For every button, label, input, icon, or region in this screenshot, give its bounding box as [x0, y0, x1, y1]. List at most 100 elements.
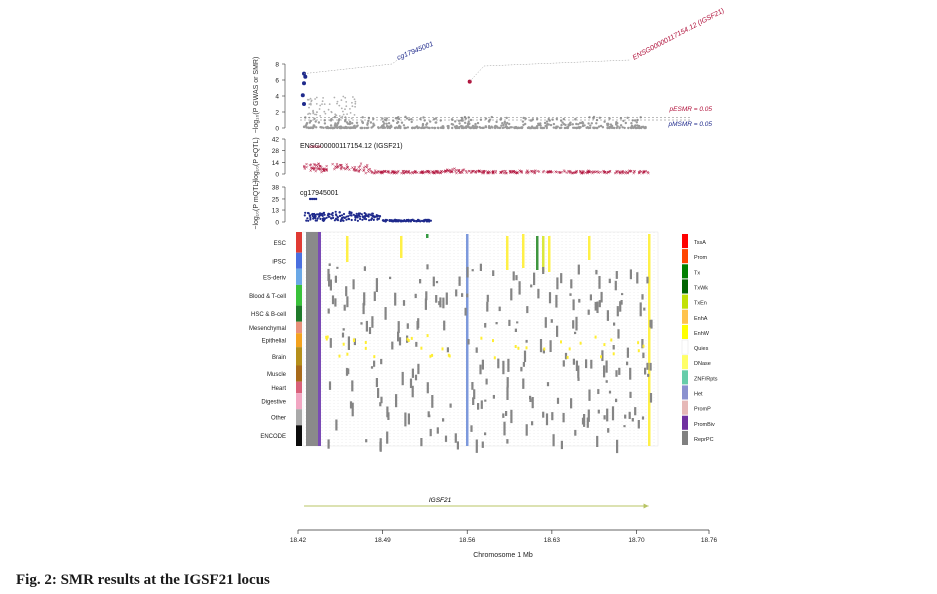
- mqtl-point: [327, 215, 330, 218]
- mqtl-point: [310, 197, 314, 201]
- gwas-snp-point: [547, 123, 550, 126]
- gwas-snp-point: [396, 126, 400, 130]
- reprpc-cell: [508, 319, 511, 326]
- reprpc-cell: [414, 374, 418, 381]
- eqtl-point: ×: [302, 164, 305, 170]
- gwas-snp-point: [630, 122, 633, 125]
- mqtl-point: [334, 210, 337, 213]
- eqtl-point: ×: [531, 170, 534, 176]
- eqtl-point: ×: [421, 169, 424, 175]
- eqtl-point: ×: [345, 165, 348, 171]
- gwas-snp-point: [349, 112, 352, 114]
- eqtl-point: ×: [534, 169, 537, 175]
- reprpc-cell: [363, 292, 366, 306]
- gwas-snp-point: [626, 116, 629, 120]
- eqtl-point: ×: [457, 168, 460, 174]
- eqtl-point: ×: [357, 168, 360, 174]
- gwas-snp-point: [323, 103, 326, 105]
- gwas-snp-point: [545, 126, 548, 130]
- gwas-snp-point: [383, 118, 387, 121]
- gwas-snp-point: [498, 126, 501, 130]
- reprpc-cell: [570, 398, 573, 409]
- gwas-snp-point: [576, 126, 579, 129]
- gwas-snp-point: [481, 126, 484, 130]
- mqtl-point: [364, 213, 367, 216]
- eqtl-point: ×: [390, 169, 393, 175]
- reprpc-cell: [597, 389, 600, 394]
- tissue-group-bars: ESC iPSC ES-deriv Blood & T-cell HSC & B-cel…: [249, 232, 302, 446]
- eqtl-point: ×: [376, 170, 379, 176]
- legend-swatch: [682, 370, 688, 385]
- gwas-snp-point: [360, 126, 363, 130]
- eqtl-point: ×: [420, 170, 423, 176]
- eqtl-point: ×: [411, 171, 414, 177]
- mqtl-point: [374, 215, 377, 218]
- reprpc-cell: [613, 322, 616, 326]
- gwas-snp-point: [406, 126, 410, 129]
- enh-cell: [579, 341, 582, 345]
- eqtl-point: ×: [477, 169, 480, 175]
- eqtl-point: ×: [513, 170, 516, 176]
- reprpc-cell: [616, 439, 619, 454]
- gwas-snp-point: [526, 126, 530, 130]
- reprpc-cell: [445, 292, 448, 305]
- legend-swatch: [681, 339, 689, 355]
- eqtl-point: ×: [310, 166, 313, 172]
- reprpc-cell: [597, 409, 600, 414]
- legend-label: Quies: [694, 346, 709, 352]
- gwas-snp-point: [630, 124, 634, 128]
- reprpc-block: [306, 232, 318, 446]
- eqtl-point: ×: [622, 171, 625, 177]
- eqtl-point: ×: [342, 166, 345, 172]
- reprpc-cell: [346, 296, 349, 308]
- reprpc-cell: [329, 279, 332, 291]
- reprpc-cell: [612, 345, 615, 350]
- eqtl-point: ×: [305, 162, 308, 168]
- eqtl-point: ×: [450, 170, 453, 176]
- eqtl-point: ×: [428, 169, 431, 175]
- eqtl-point: ×: [620, 169, 623, 175]
- gwas-snp-point: [599, 124, 603, 128]
- gwas-snp-point: [457, 119, 461, 123]
- eqtl-point: ×: [502, 171, 505, 177]
- eqtl-point: ×: [370, 170, 373, 176]
- gwas-snp-point: [404, 126, 408, 130]
- reprpc-cell: [606, 310, 609, 321]
- reprpc-cell: [349, 401, 353, 409]
- gwas-snp-point: [365, 126, 369, 130]
- eqtl-point: ×: [474, 170, 477, 176]
- eqtl-point: ×: [533, 169, 536, 175]
- eqtl-point: ×: [625, 170, 628, 176]
- gwas-snp-point: [588, 116, 591, 119]
- eqtl-point: ×: [537, 170, 540, 176]
- eqtl-point: ×: [557, 170, 560, 176]
- eqtl-point: ×: [380, 170, 383, 176]
- legend-label: EnhA: [694, 316, 708, 322]
- reprpc-cell: [518, 281, 521, 295]
- eqtl-point: ×: [588, 170, 591, 176]
- gwas-snp-point: [350, 117, 353, 120]
- gwas-snp-point: [554, 126, 557, 130]
- eqtl-point: ×: [359, 162, 362, 168]
- gwas-snp-point: [585, 126, 588, 129]
- gwas-snp-point: [606, 126, 609, 130]
- eqtl-point: ×: [615, 170, 618, 176]
- tissue-group-bar: [296, 333, 302, 347]
- gwas-snp-point: [532, 126, 535, 130]
- gwas-snp-point: [506, 121, 509, 125]
- gwas-snp-point: [320, 126, 323, 129]
- eqtl-point: ×: [504, 171, 507, 177]
- gwas-snp-point: [555, 117, 558, 121]
- gwas-snp-point: [335, 126, 339, 129]
- gwas-snp-point: [623, 126, 626, 130]
- eqtl-point: ×: [345, 167, 348, 173]
- eqtl-point: ×: [339, 167, 342, 173]
- eqtl-point: ×: [442, 170, 445, 176]
- eqtl-point: ×: [373, 169, 376, 175]
- gwas-snp-point: [551, 118, 554, 121]
- mqtl-point: [376, 217, 379, 220]
- eqtl-point: ×: [348, 168, 351, 174]
- tissue-group-bar: [296, 393, 302, 410]
- gwas-snp-point: [567, 123, 570, 126]
- gwas-snp-point: [425, 123, 428, 127]
